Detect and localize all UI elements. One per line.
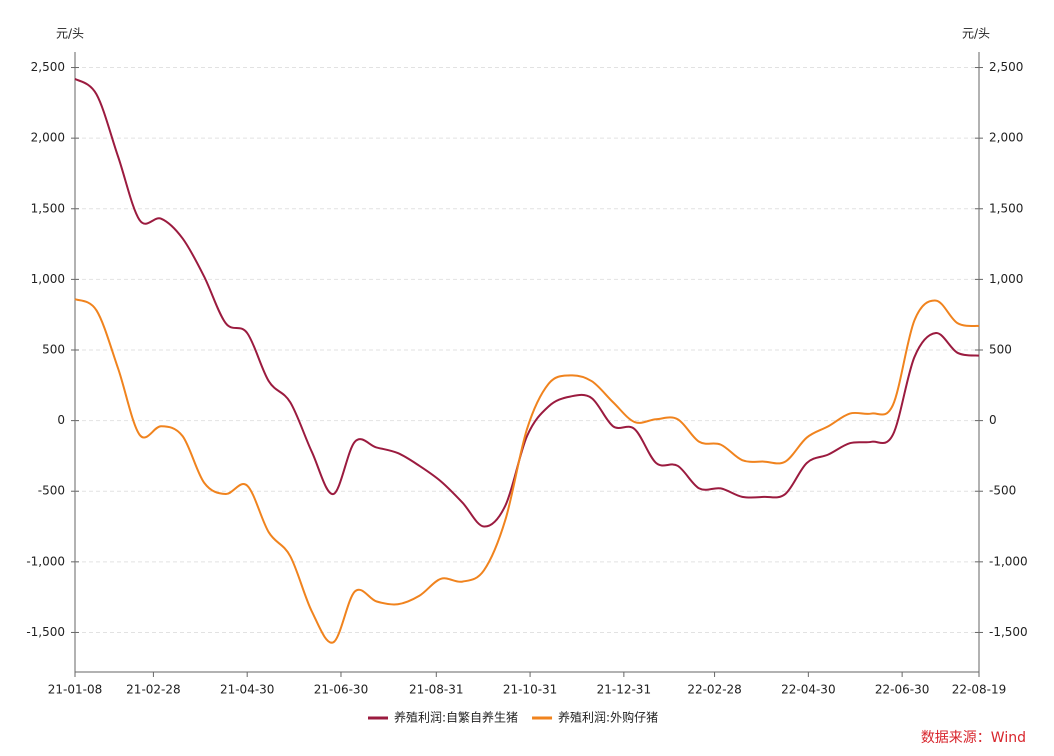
y-tick-label: -1,000 <box>26 554 65 568</box>
y-axis-label: 元/头 <box>56 27 84 41</box>
source-note: 数据来源：Wind <box>921 730 1026 746</box>
y2-tick-label: 2,000 <box>989 131 1023 145</box>
y-tick-label: -1,500 <box>26 625 65 639</box>
y-tick-label: 0 <box>57 413 65 427</box>
x-tick-label: 22-08-19 <box>952 683 1006 697</box>
x-tick-label: 21-02-28 <box>126 683 180 697</box>
y2-tick-label: 2,500 <box>989 60 1023 74</box>
legend-label: 养殖利润:自繁自养生猪 <box>394 710 518 725</box>
y-tick-label: 2,500 <box>31 60 65 74</box>
y2-tick-label: -1,000 <box>989 554 1028 568</box>
y2-tick-label: 1,500 <box>989 201 1023 215</box>
x-tick-label: 21-01-08 <box>48 683 102 697</box>
legend-label: 养殖利润:外购仔猪 <box>558 710 658 725</box>
x-tick-label: 21-08-31 <box>409 683 463 697</box>
x-tick-label: 21-06-30 <box>314 683 368 697</box>
y2-tick-label: 500 <box>989 342 1012 356</box>
y-tick-label: 2,000 <box>31 131 65 145</box>
x-tick-label: 21-10-31 <box>503 683 557 697</box>
y2-tick-label: 1,000 <box>989 272 1023 286</box>
x-tick-label: 21-12-31 <box>597 683 651 697</box>
x-tick-label: 22-02-28 <box>687 683 741 697</box>
y-tick-label: 1,000 <box>31 272 65 286</box>
line-series <box>74 77 980 528</box>
y-tick-label: -500 <box>38 484 65 498</box>
x-tick-label: 22-06-30 <box>875 683 929 697</box>
x-tick-label: 22-04-30 <box>781 683 835 697</box>
y2-axis-label: 元/头 <box>962 27 990 41</box>
y2-tick-label: -1,500 <box>989 625 1028 639</box>
y-tick-label: 1,500 <box>31 201 65 215</box>
x-tick-label: 21-04-30 <box>220 683 274 697</box>
y2-tick-label: 0 <box>989 413 997 427</box>
y2-tick-label: -500 <box>989 484 1016 498</box>
line-series <box>74 298 980 644</box>
y-tick-label: 500 <box>42 342 65 356</box>
